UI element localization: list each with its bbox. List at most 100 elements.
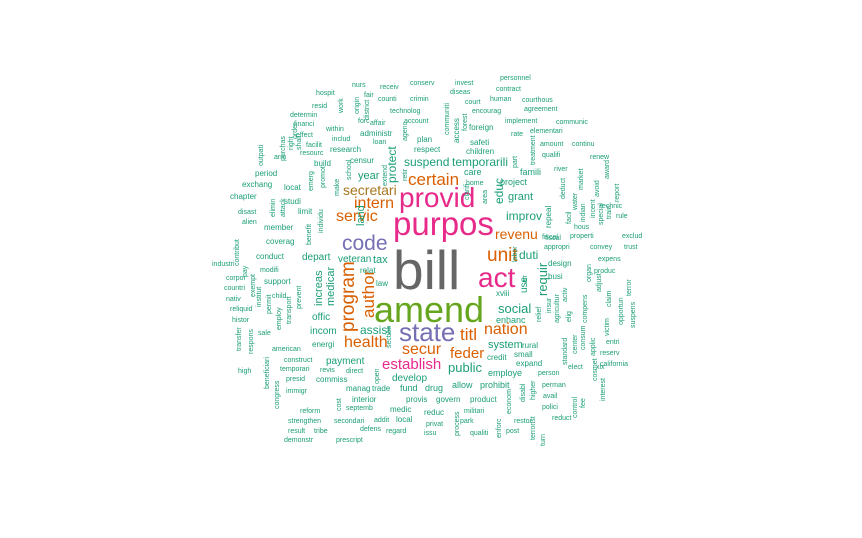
word-cloud-word: energi [312,340,335,349]
word-cloud-word: interest [600,378,607,401]
word-cloud-word: expens [598,256,621,263]
word-cloud-word: drug [425,383,444,393]
word-cloud-word: section [386,325,393,348]
word-cloud-word: tax [373,254,388,266]
word-cloud-word: counti [378,96,397,103]
word-cloud-word: communiti [444,103,451,135]
word-cloud-word: standard [562,337,569,365]
word-cloud-word: payment [326,356,365,367]
word-cloud-word: individu [318,209,325,233]
word-cloud-word: support [264,277,291,286]
word-cloud-word: reserv [600,350,620,357]
word-cloud-word: financi [294,121,315,128]
word-cloud-word: famili [520,167,542,177]
word-cloud-word: employ [276,307,283,330]
word-cloud-word: credit [487,353,507,362]
word-cloud-word: implement [505,118,538,125]
word-cloud-word: limit [298,207,313,216]
word-cloud-word: open [374,368,381,384]
word-cloud-word: feder [450,345,485,362]
word-cloud-word: temporarili [452,155,509,169]
word-cloud-word: medic [390,405,412,414]
word-cloud-word: control [572,396,579,418]
word-cloud-word: arm [274,154,287,161]
word-cloud-word: agreement [524,106,558,113]
word-cloud-word: xviii [496,289,510,298]
word-cloud-word: perman [542,382,566,389]
word-cloud-word: disast [238,209,257,216]
word-cloud-word: organ [586,264,593,282]
word-cloud-word: turn [540,433,547,446]
word-cloud-word: resourc [300,150,324,157]
word-cloud-word: respect [414,145,441,154]
word-cloud-word: small [514,350,533,359]
word-cloud-word: allow [452,380,473,390]
word-cloud-word: adjust [596,273,603,292]
word-cloud-word: school [346,159,353,180]
word-cloud-word: technic [600,203,623,210]
word-cloud-word: forc [358,118,370,125]
word-cloud-word: order [292,122,299,139]
word-cloud-word: immigr [286,388,307,395]
word-cloud-word: locat [284,183,301,192]
word-cloud-word: award [604,159,611,179]
word-cloud-word: qualifi [542,152,561,159]
word-cloud-word: coverag [266,237,295,246]
word-cloud-word: tribe [314,428,328,435]
word-cloud-word: chapter [230,192,257,201]
word-cloud-word: entri [606,339,620,346]
word-cloud-word: grant [508,191,534,203]
word-cloud-word: local [396,415,413,424]
word-cloud-word: commiss [316,375,348,384]
word-cloud-word: activ [562,287,569,302]
word-cloud-word: district [364,99,371,120]
word-cloud-word: enhanc [496,315,526,325]
word-cloud-word: design [548,259,572,268]
word-cloud-word: manag [346,384,371,393]
word-cloud-word: respons [248,329,255,354]
word-cloud-word: project [500,177,528,187]
word-cloud-word: water [572,192,579,210]
word-cloud-word: improv [506,209,543,223]
word-cloud-word: restor [514,418,532,425]
word-cloud-word: expand [516,359,543,368]
word-cloud-word: secur [402,341,442,358]
word-cloud-word: loan [373,139,387,146]
word-cloud-word: period [255,169,278,178]
word-cloud-word: conduct [256,252,285,261]
word-cloud-word: labor [512,246,519,262]
word-cloud-word: higher [530,380,537,400]
word-cloud-word: prescript [336,437,363,444]
word-cloud-word: renew [590,154,610,161]
word-cloud-word: polici [542,404,558,411]
word-cloud-word: child [272,293,287,300]
word-cloud-word: regard [386,428,407,435]
word-cloud-word: river [554,166,568,173]
word-cloud-word: encourag [472,108,502,115]
word-cloud-word: rate [511,131,524,138]
word-cloud-word: report [614,183,621,202]
word-cloud-word: offic [312,312,331,323]
word-cloud-word: convey [590,244,613,251]
word-cloud-word: histor [232,317,250,324]
word-cloud-word: permit [266,294,273,314]
word-cloud-word: alien [242,219,257,226]
word-cloud-word: xix [596,364,605,371]
word-cloud-word: agricultur [554,294,561,323]
word-cloud-word: indian [580,203,587,222]
word-cloud-word: research [330,145,362,154]
word-cloud-word: rural [522,341,539,350]
word-cloud-word: provid [399,182,476,213]
word-cloud-word: addit [374,417,390,424]
word-cloud-word: secondari [334,418,365,425]
word-cloud-word: exclud [622,233,643,240]
word-cloud-word: direct [346,368,364,375]
word-cloud-word: contribut [234,239,241,266]
word-cloud-word: park [460,418,474,425]
word-cloud-word: fiscal [545,235,561,242]
word-cloud-word: invest [455,80,474,87]
word-cloud-word: defens [360,426,382,433]
word-cloud-word: children [466,147,495,156]
word-cloud-word: transfer [236,327,243,351]
